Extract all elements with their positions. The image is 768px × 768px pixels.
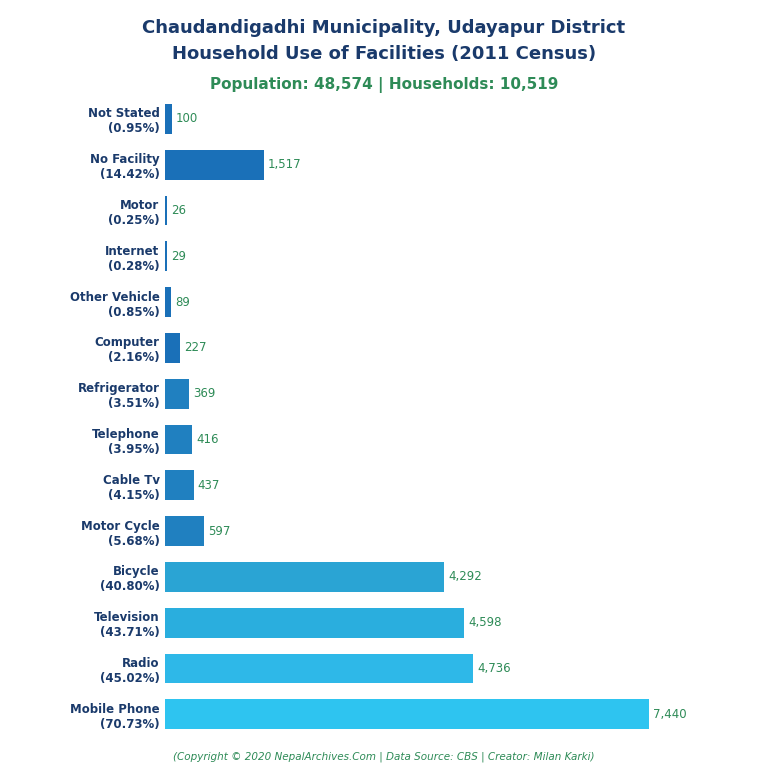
Text: Chaudandigadhi Municipality, Udayapur District: Chaudandigadhi Municipality, Udayapur Di… [142,19,626,37]
Text: 89: 89 [175,296,190,309]
Bar [165,471,194,500]
Bar [165,196,167,225]
Text: 597: 597 [208,525,230,538]
Bar [165,516,204,546]
Bar [165,333,180,362]
Text: 7,440: 7,440 [654,708,687,721]
Text: (Copyright © 2020 NepalArchives.Com | Data Source: CBS | Creator: Milan Karki): (Copyright © 2020 NepalArchives.Com | Da… [174,751,594,762]
Bar [165,562,445,592]
Text: Household Use of Facilities (2011 Census): Household Use of Facilities (2011 Census… [172,45,596,62]
Text: 4,736: 4,736 [477,662,511,675]
Text: 227: 227 [184,342,207,354]
Text: Population: 48,574 | Households: 10,519: Population: 48,574 | Households: 10,519 [210,77,558,93]
Text: 26: 26 [170,204,186,217]
Text: 1,517: 1,517 [268,158,301,171]
Bar [165,104,171,134]
Bar [165,425,192,455]
Bar [165,700,650,730]
Bar [165,241,167,271]
Text: 4,292: 4,292 [449,571,482,584]
Text: 4,598: 4,598 [468,616,502,629]
Bar [165,379,189,409]
Bar [165,150,264,180]
Text: 369: 369 [193,387,215,400]
Text: 100: 100 [176,112,198,125]
Text: 416: 416 [196,433,219,446]
Bar [165,654,473,684]
Bar [165,608,465,637]
Bar [165,287,171,317]
Text: 437: 437 [197,479,220,492]
Text: 29: 29 [171,250,186,263]
